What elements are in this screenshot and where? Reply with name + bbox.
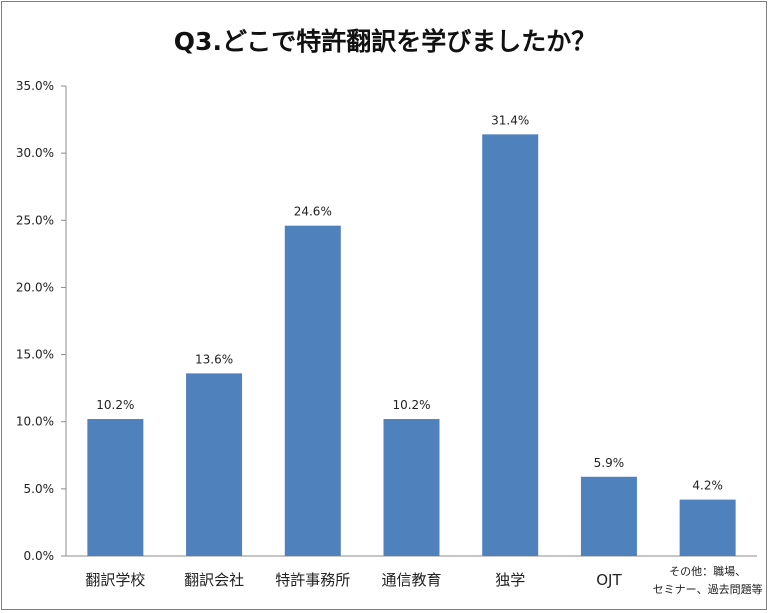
data-label: 13.6% bbox=[195, 352, 233, 366]
bar bbox=[679, 499, 736, 556]
y-tick-label: 35.0% bbox=[16, 79, 54, 93]
bar bbox=[87, 419, 144, 556]
x-tick-label: 翻訳会社 bbox=[184, 571, 244, 589]
x-tick-label: 特許事務所 bbox=[275, 571, 350, 589]
data-label: 4.2% bbox=[692, 479, 723, 493]
data-label: 10.2% bbox=[96, 398, 134, 412]
x-tick-label: OJT bbox=[596, 571, 622, 589]
y-tick-label: 20.0% bbox=[16, 280, 54, 294]
x-tick-label: 翻訳学校 bbox=[85, 571, 145, 589]
bar bbox=[580, 476, 637, 556]
data-label: 5.9% bbox=[594, 456, 625, 470]
data-label: 10.2% bbox=[392, 398, 430, 412]
y-tick-label: 10.0% bbox=[16, 415, 54, 429]
y-tick-label: 25.0% bbox=[16, 213, 54, 227]
chart-title: Q3.どこで特許翻訳を学びましたか？ bbox=[173, 27, 597, 56]
x-tick-label: セミナー、過去問題等 bbox=[653, 582, 763, 596]
y-tick-label: 15.0% bbox=[16, 348, 54, 362]
bar bbox=[284, 225, 341, 556]
bar bbox=[186, 373, 243, 556]
x-tick-label: 独学 bbox=[495, 571, 525, 589]
bar bbox=[383, 419, 440, 556]
x-tick-label: その他：職場、 bbox=[669, 565, 746, 578]
y-tick-label: 30.0% bbox=[16, 146, 54, 160]
bar bbox=[482, 134, 539, 557]
data-label: 31.4% bbox=[491, 113, 529, 127]
data-label: 24.6% bbox=[294, 205, 332, 219]
x-tick-label: 通信教育 bbox=[381, 571, 441, 589]
y-tick-label: 0.0% bbox=[24, 549, 55, 563]
y-tick-label: 5.0% bbox=[24, 482, 55, 496]
